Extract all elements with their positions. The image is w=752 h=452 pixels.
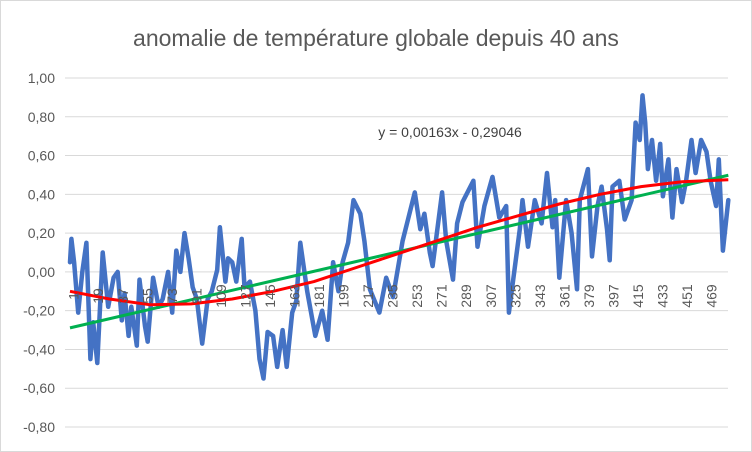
- x-tick-label: 19: [90, 288, 106, 304]
- x-tick-label: 469: [704, 284, 720, 308]
- y-tick-label: 0,60: [28, 148, 55, 164]
- x-tick-label: 199: [336, 284, 352, 308]
- x-tick-label: 73: [164, 288, 180, 304]
- y-axis-labels: 1,00 0,80 0,60 0,40 0,20 0,00 -0,20 -0,40 -0,60 -…: [23, 70, 55, 435]
- y-tick-label: 1,00: [28, 70, 55, 86]
- x-tick-label: 379: [581, 284, 597, 308]
- x-tick-label: 127: [237, 284, 253, 308]
- chart-title: anomalie de température globale depuis 4…: [133, 25, 619, 51]
- y-tick-label: 0,20: [28, 225, 55, 241]
- y-tick-label: -0,40: [23, 341, 55, 357]
- y-tick-label: -0,60: [23, 380, 55, 396]
- x-tick-label: 433: [655, 284, 671, 308]
- x-tick-label: 271: [434, 284, 450, 308]
- y-tick-label: 0,40: [28, 186, 55, 202]
- x-tick-label: 325: [507, 284, 523, 308]
- x-tick-label: 451: [679, 284, 695, 308]
- x-tick-label: 343: [532, 284, 548, 308]
- x-tick-label: 361: [556, 284, 572, 308]
- x-tick-label: 1: [66, 292, 82, 300]
- x-tick-label: 163: [287, 284, 303, 308]
- series-layer: [67, 93, 731, 381]
- trendline-equation: y = 0,00163x - 0,29046: [378, 124, 522, 140]
- y-tick-label: 0,00: [28, 264, 55, 280]
- x-tick-label: 91: [188, 288, 204, 304]
- x-tick-label: 307: [483, 284, 499, 308]
- x-tick-label: 109: [213, 284, 229, 308]
- x-tick-label: 397: [605, 284, 621, 308]
- x-tick-label: 253: [409, 284, 425, 308]
- polynomial-trendline: [69, 178, 729, 307]
- x-tick-label: 235: [385, 284, 401, 308]
- x-tick-label: 181: [311, 284, 327, 308]
- x-axis-labels: 1 19 37 55 73 91 109 127 145 163 181 199 217 235 253 27…: [66, 284, 720, 308]
- y-tick-label: -0,80: [23, 419, 55, 435]
- y-tick-label: 0,80: [28, 109, 55, 125]
- x-tick-label: 217: [360, 284, 376, 308]
- linear-trendline: [69, 173, 729, 330]
- x-tick-label: 145: [262, 284, 278, 308]
- x-tick-label: 415: [630, 284, 646, 308]
- x-tick-label: 55: [139, 288, 155, 304]
- y-tick-label: -0,20: [23, 303, 55, 319]
- gridlines: [65, 77, 728, 428]
- x-tick-label: 37: [115, 288, 131, 304]
- x-tick-label: 289: [458, 284, 474, 308]
